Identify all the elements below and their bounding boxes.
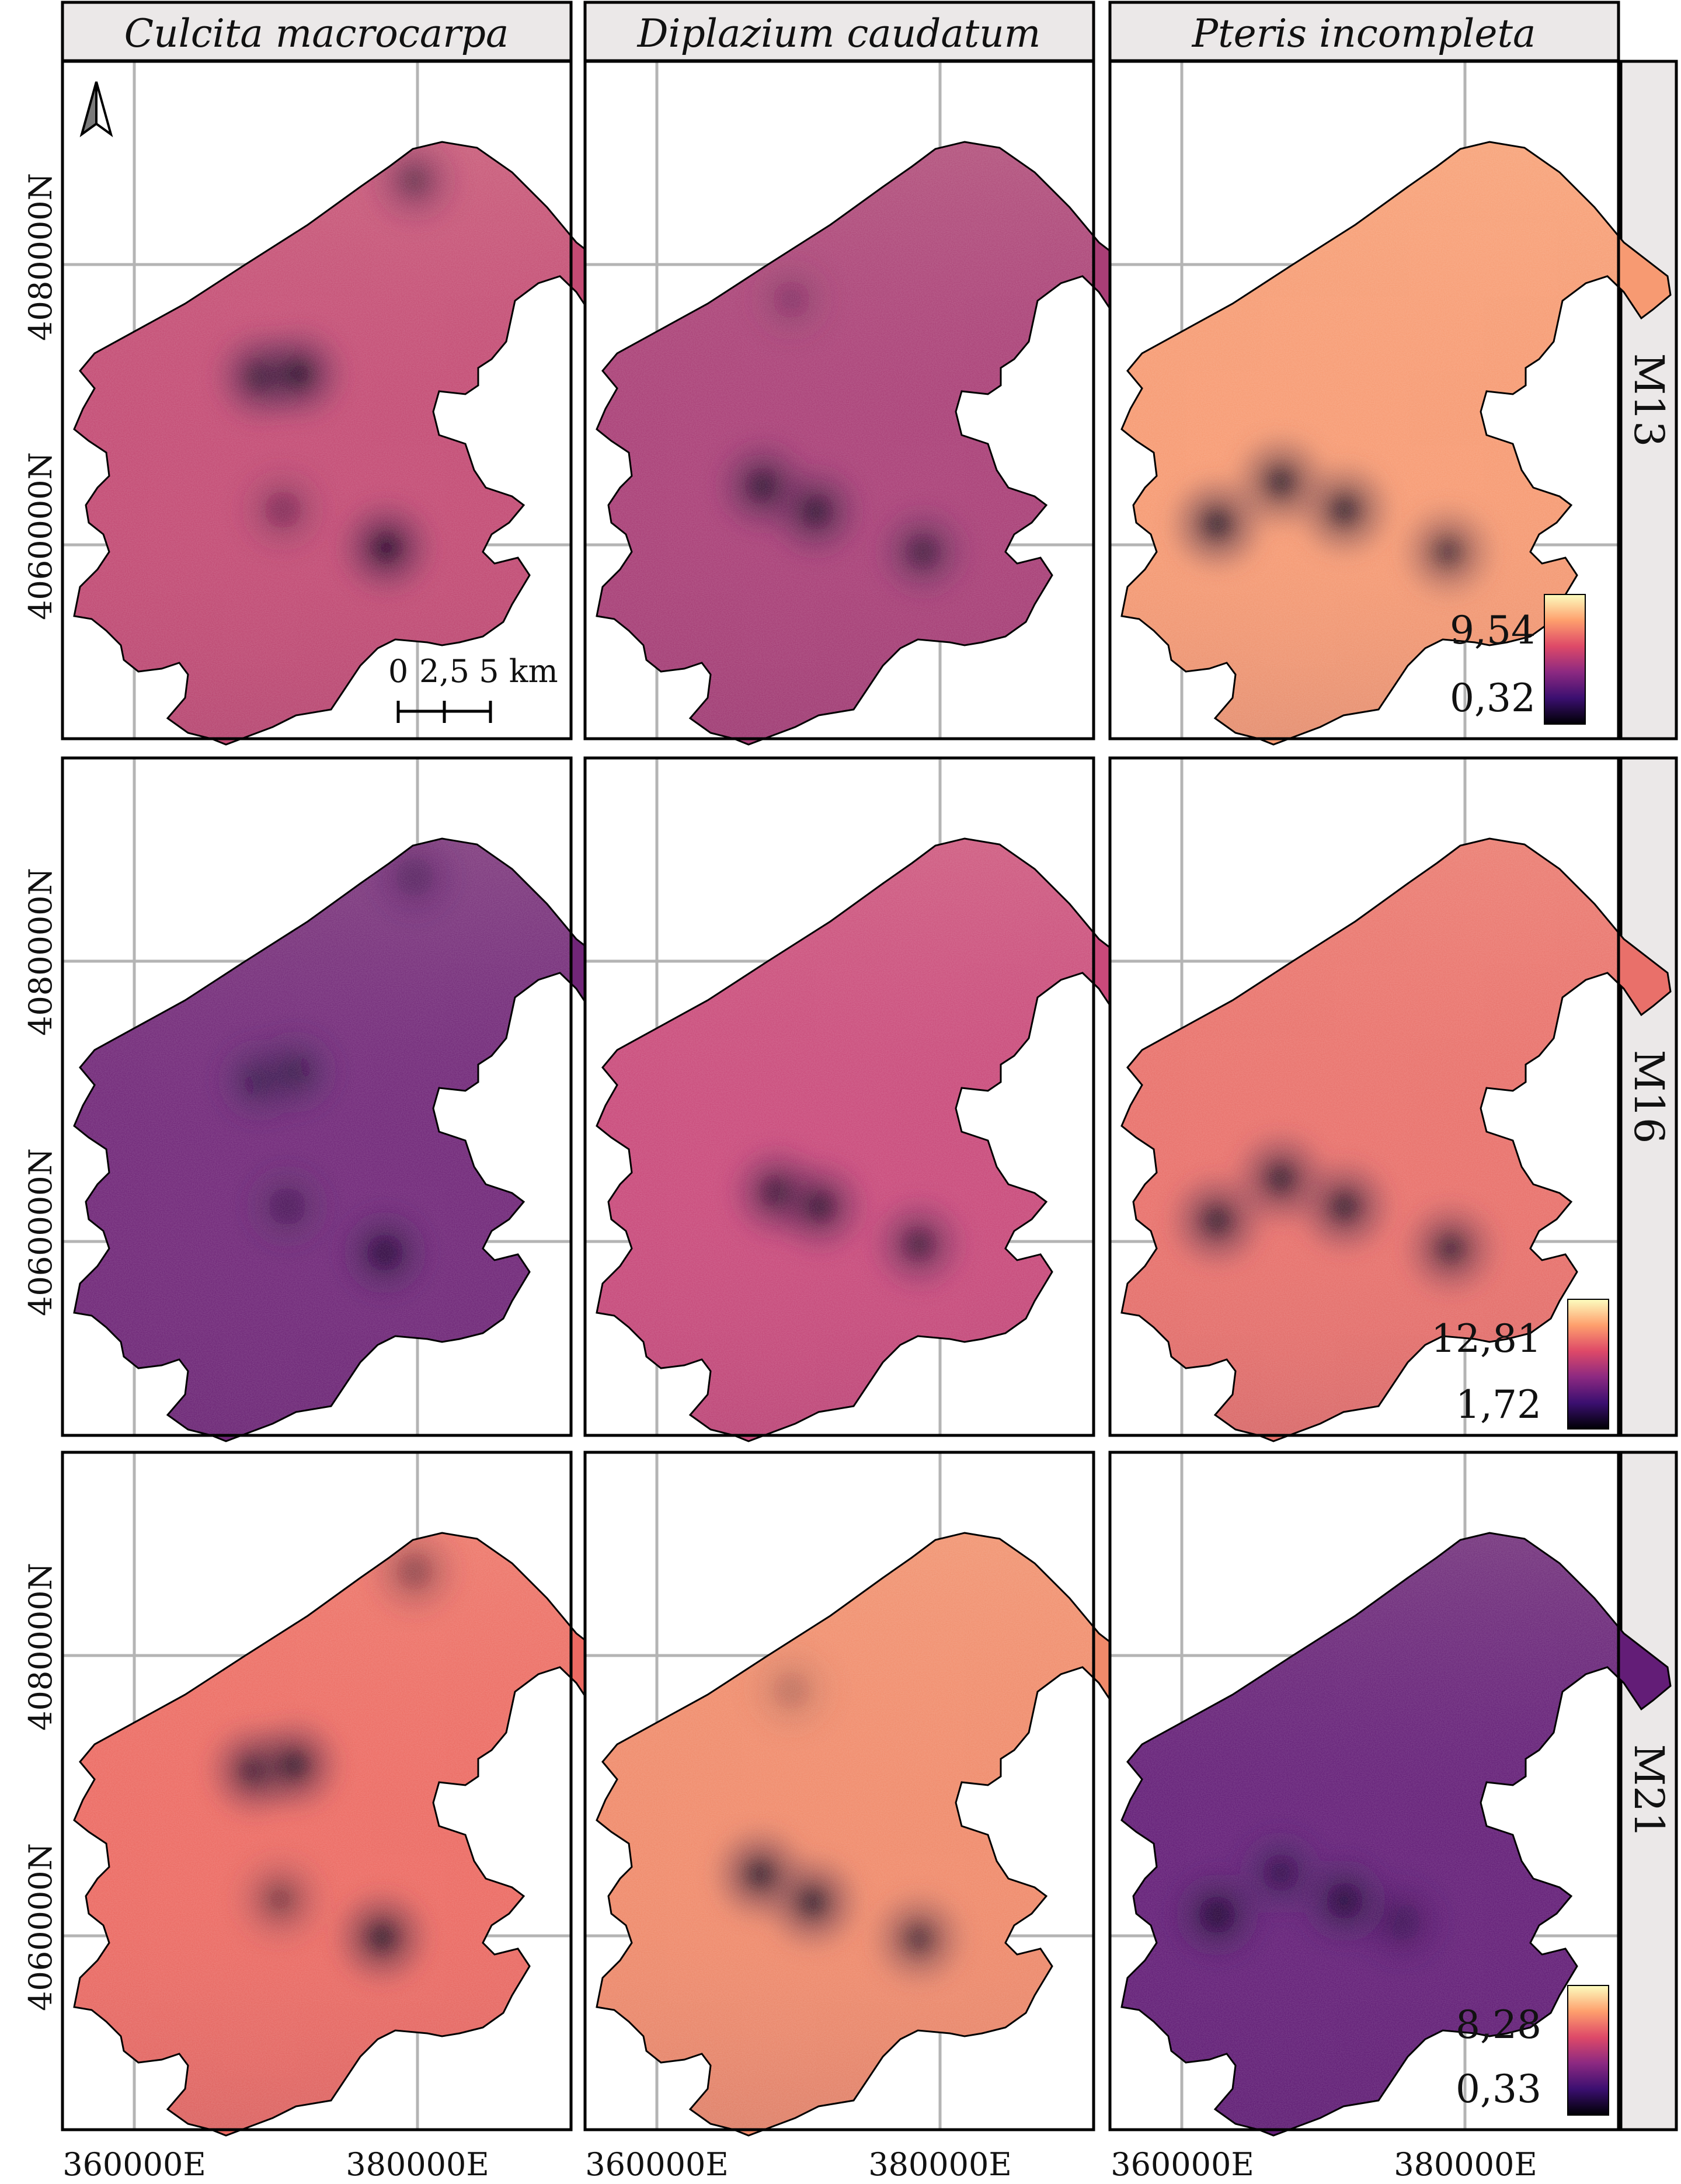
map-panel [583, 1451, 1147, 2137]
scale-label: 0 [388, 653, 408, 690]
study-area-outline [73, 1532, 624, 2137]
column-title-diplazium: Diplazium caudatum [637, 11, 1041, 56]
legend-colorbar [1544, 594, 1586, 725]
x-tick-label: 360000E [1111, 2146, 1254, 2183]
column-headers: Culcita macrocarpa Diplazium caudatum Pt… [61, 1, 1620, 62]
x-tick-label: 380000E [346, 2146, 489, 2183]
study-area-outline [1120, 1532, 1672, 2137]
x-tick-label: 380000E [868, 2146, 1012, 2183]
study-area-outline [73, 141, 624, 746]
panel-frame [583, 756, 1095, 1437]
map-panel [1108, 1451, 1672, 2137]
legend-colorbar [1567, 1985, 1609, 2116]
scale-bar: 0 2,5 5 km [388, 653, 558, 723]
legend-m21: 8,28 0,33 [1456, 1985, 1609, 2116]
x-axis-labels: 360000E 380000E 360000E 380000E 360000E … [62, 2146, 1537, 2183]
legend-max: 9,54 [1450, 608, 1536, 653]
x-tick-label: 360000E [62, 2146, 206, 2183]
column-strip [61, 1, 573, 62]
y-tick-label: 4060000N [22, 452, 59, 620]
scale-label: 2,5 [419, 653, 469, 690]
map-panel [1108, 60, 1672, 746]
x-tick-label: 360000E [585, 2146, 729, 2183]
y-tick-label: 4060000N [22, 1843, 59, 2011]
column-title-pteris: Pteris incompleta [1192, 11, 1536, 56]
panel-frame [1108, 756, 1620, 1437]
study-area-outline [1120, 141, 1672, 746]
y-tick-label: 4080000N [22, 173, 59, 341]
map-panel [61, 60, 624, 746]
legend-min: 0,32 [1450, 676, 1536, 721]
column-title-culcita: Culcita macrocarpa [124, 11, 509, 56]
study-area-outline [1120, 837, 1672, 1442]
study-area-outline [596, 141, 1147, 746]
study-area-outline [73, 837, 624, 1442]
panel-frame [61, 1451, 573, 2131]
row-label-m16: M16 [1625, 1050, 1673, 1144]
map-panel [583, 60, 1147, 746]
row-strip [1619, 60, 1678, 740]
column-strip [583, 1, 1095, 62]
panel-frame [1108, 60, 1620, 740]
y-tick-label: 4080000N [22, 1563, 59, 1731]
row-label-m21: M21 [1625, 1744, 1673, 1838]
legend-max: 12,81 [1431, 1316, 1541, 1361]
legend-m13: 9,54 0,32 [1450, 594, 1586, 725]
study-area-outline [596, 837, 1147, 1442]
map-panel [1108, 756, 1672, 1442]
panel-frame [583, 60, 1095, 740]
row-label-m13: M13 [1625, 353, 1673, 447]
panel-frame [583, 1451, 1095, 2131]
legend-colorbar [1567, 1299, 1609, 1430]
study-area-outline [596, 1532, 1147, 2137]
map-panel [61, 1451, 624, 2137]
x-tick-label: 380000E [1394, 2146, 1537, 2183]
legend-m16: 12,81 1,72 [1431, 1299, 1609, 1430]
y-axis-labels: 4080000N 4060000N 4080000N 4060000N 4080… [22, 173, 59, 2011]
y-tick-label: 4060000N [22, 1148, 59, 1316]
panel-frame [61, 756, 573, 1437]
row-headers: M13 M16 M21 [1619, 60, 1678, 2131]
map-panels [61, 60, 1672, 2137]
legend-min: 1,72 [1456, 1382, 1541, 1427]
legend-min: 0,33 [1456, 2067, 1541, 2112]
north-arrow-icon [79, 81, 113, 137]
panel-frame [1108, 1451, 1620, 2131]
panel-frame [61, 60, 573, 740]
map-panel [61, 756, 624, 1442]
map-panel [583, 756, 1147, 1442]
legend-max: 8,28 [1456, 2002, 1541, 2047]
row-strip [1619, 756, 1678, 1437]
y-tick-label: 4080000N [22, 868, 59, 1036]
scale-label: 5 km [479, 653, 558, 690]
row-strip [1619, 1451, 1678, 2131]
